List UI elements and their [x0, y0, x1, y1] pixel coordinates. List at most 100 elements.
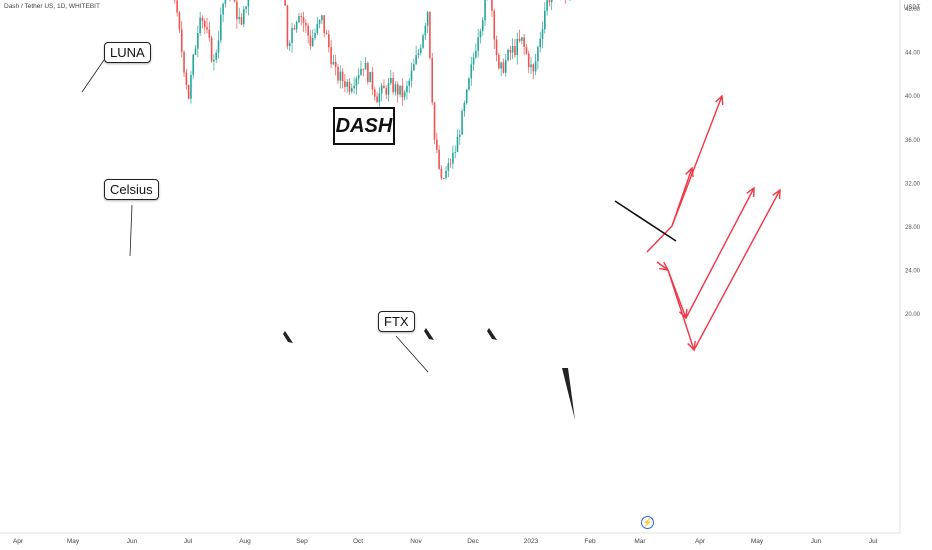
candle [309, 29, 312, 51]
ftx-callout-tail [395, 335, 429, 373]
candle [383, 79, 385, 89]
candle [479, 28, 482, 44]
candle [178, 10, 181, 33]
x-tick-label: Apr [695, 538, 706, 545]
candle [539, 31, 542, 53]
y-tick-label: 24.00 [905, 269, 921, 275]
candle [509, 45, 512, 61]
candle [516, 32, 519, 65]
candle [546, 0, 548, 16]
ftx-callout: FTX [378, 311, 415, 332]
candle [419, 44, 422, 56]
candle [233, 0, 236, 3]
candle [295, 20, 298, 33]
candle [431, 52, 434, 106]
candle [367, 61, 369, 85]
candle [472, 52, 475, 71]
candle [224, 0, 227, 8]
pointer-arrow [283, 331, 293, 343]
candle [527, 50, 530, 74]
arrow-up-to-83 [646, 166, 694, 253]
candle [174, 0, 176, 4]
candle [215, 49, 218, 63]
candle [369, 71, 371, 83]
x-tick-label: Dec [467, 538, 479, 545]
x-tick-label: Jul [869, 538, 878, 545]
x-tick-label: Jun [811, 538, 822, 545]
candle [380, 82, 383, 102]
candle [550, 0, 553, 11]
arrow-down-to-50 [667, 269, 696, 352]
x-tick-label: 2023 [524, 538, 539, 545]
candle [495, 35, 498, 62]
candle [378, 87, 381, 109]
candle [415, 45, 417, 66]
candle [541, 21, 544, 49]
candle [197, 25, 199, 58]
candle [458, 129, 461, 145]
y-tick-label: 32.00 [905, 181, 921, 187]
candle [454, 145, 456, 159]
candle [194, 44, 197, 56]
candle [502, 58, 505, 74]
candle [325, 29, 328, 35]
x-tick-label: May [751, 538, 764, 545]
candle [521, 37, 523, 45]
candle [475, 43, 477, 60]
candle [468, 77, 470, 91]
luna-callout-tail [81, 59, 105, 93]
lightning-icon[interactable]: ⚡ [641, 516, 654, 529]
pointer-arrow [487, 328, 497, 340]
candle [565, 0, 566, 4]
candle [348, 78, 351, 96]
candle [442, 177, 445, 180]
time-axis[interactable]: Apr May Jun Jul Aug Sep Oct Nov Dec 2023 Feb Mar Apr… [0, 532, 900, 545]
candle [433, 101, 436, 145]
candle [463, 100, 466, 117]
celsius-callout: Celsius [104, 179, 159, 200]
trendline [614, 200, 677, 242]
price-axis[interactable]: 20.00 24.00 28.00 32.00 36.00 40.00 44.00 48.00… [899, 0, 924, 533]
candle [201, 15, 204, 29]
candle [206, 17, 208, 34]
candle [424, 23, 427, 41]
candle [530, 57, 532, 75]
y-tick-label: 40.00 [905, 94, 921, 100]
candle [394, 81, 397, 96]
x-tick-label: May [67, 538, 80, 545]
x-tick-label: Mar [634, 538, 646, 545]
candle [339, 65, 342, 89]
candle [190, 70, 192, 104]
candle [360, 60, 362, 76]
candle [385, 85, 388, 100]
pointer-arrow-long [562, 368, 575, 420]
candle [376, 92, 378, 103]
symbol-title[interactable]: Dash / Tether US, 1D, WHITEBIT [4, 3, 100, 10]
candle [511, 38, 514, 60]
arrow-down-small [656, 261, 670, 271]
candle [238, 7, 240, 24]
candle [507, 48, 509, 62]
candle [392, 71, 394, 95]
candle [504, 53, 507, 77]
candle [187, 84, 190, 100]
candle [534, 53, 537, 76]
candle [346, 78, 348, 93]
candle [192, 53, 195, 79]
candle [429, 11, 431, 60]
y-tick-label: 36.00 [905, 138, 921, 144]
x-tick-label: Sep [296, 538, 308, 545]
candle [532, 63, 535, 80]
candle [311, 29, 314, 47]
arrow-up-from-56 [685, 186, 755, 319]
candle [180, 20, 183, 58]
x-tick-label: Jul [184, 538, 193, 545]
candle [307, 23, 309, 44]
candle [210, 35, 213, 63]
candle [305, 19, 307, 34]
candle [373, 87, 376, 101]
candle [302, 11, 305, 32]
candle [514, 38, 516, 58]
candle [447, 158, 450, 178]
